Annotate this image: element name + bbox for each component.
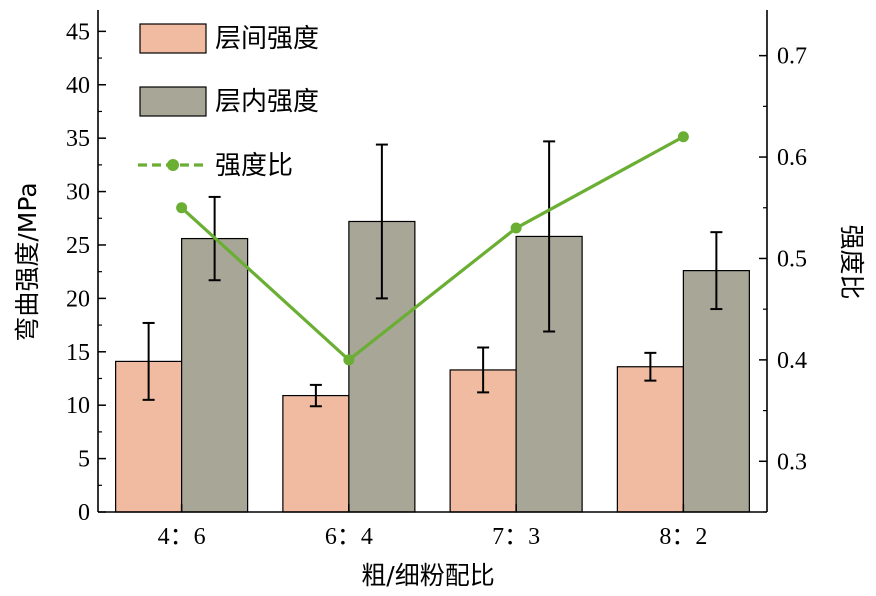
legend-swatch-1	[139, 86, 207, 117]
x-tick-label: 7：3	[492, 524, 540, 550]
y-tick-label: 30	[66, 180, 90, 206]
y-tick-label: 25	[66, 233, 90, 259]
bar-intralayer-3	[682, 270, 750, 513]
ratio-line	[180, 135, 685, 362]
y2-tick-label: 0.3	[777, 449, 807, 475]
legend-line-marker	[167, 159, 179, 171]
legend-label-line: 强度比	[215, 151, 293, 181]
y2-tick-label: 0.5	[777, 246, 807, 272]
y2-tick-label: 0.6	[777, 145, 807, 171]
y2-tick-label: 0.4	[777, 348, 807, 374]
legend-swatch-0	[139, 23, 207, 54]
x-tick-label: 6：4	[325, 524, 373, 550]
x-tick-label: 8：2	[659, 524, 707, 550]
legend-label-0: 层间强度	[215, 24, 319, 54]
error-bars-layer	[142, 140, 723, 408]
y2-tick-label: 0.7	[777, 44, 807, 70]
x-tick-label: 4：6	[158, 524, 206, 550]
ratio-point-1	[343, 354, 355, 366]
y-tick-label: 40	[66, 73, 90, 99]
ratio-point-3	[677, 131, 689, 143]
y-axis-title: 弯曲强度/MPa	[13, 182, 42, 341]
y-tick-label: 45	[66, 19, 90, 45]
y-tick-label: 35	[66, 126, 90, 152]
y-tick-label: 0	[78, 500, 90, 526]
bar-interlayer-2	[449, 369, 517, 513]
y2-axis-title: 强度比	[837, 224, 866, 299]
bar-interlayer-1	[282, 394, 350, 513]
ratio-point-0	[176, 202, 188, 214]
bar-interlayer-3	[616, 366, 684, 513]
legend-label-1: 层内强度	[215, 87, 319, 117]
y-tick-label: 15	[66, 340, 90, 366]
y-tick-label: 5	[78, 447, 90, 473]
axes-layer: 0 5 10 15 20 25 30 35 40 45 0.3 0.4 0.5 0.6 0.7 4：6 6：4 7…	[66, 10, 807, 550]
x-axis-title: 粗/细粉配比	[361, 561, 494, 590]
bars-layer	[115, 220, 750, 513]
y-tick-label: 20	[66, 286, 90, 312]
ratio-line-layer	[176, 131, 689, 366]
ratio-point-2	[510, 222, 522, 234]
y-tick-label: 10	[66, 393, 90, 419]
